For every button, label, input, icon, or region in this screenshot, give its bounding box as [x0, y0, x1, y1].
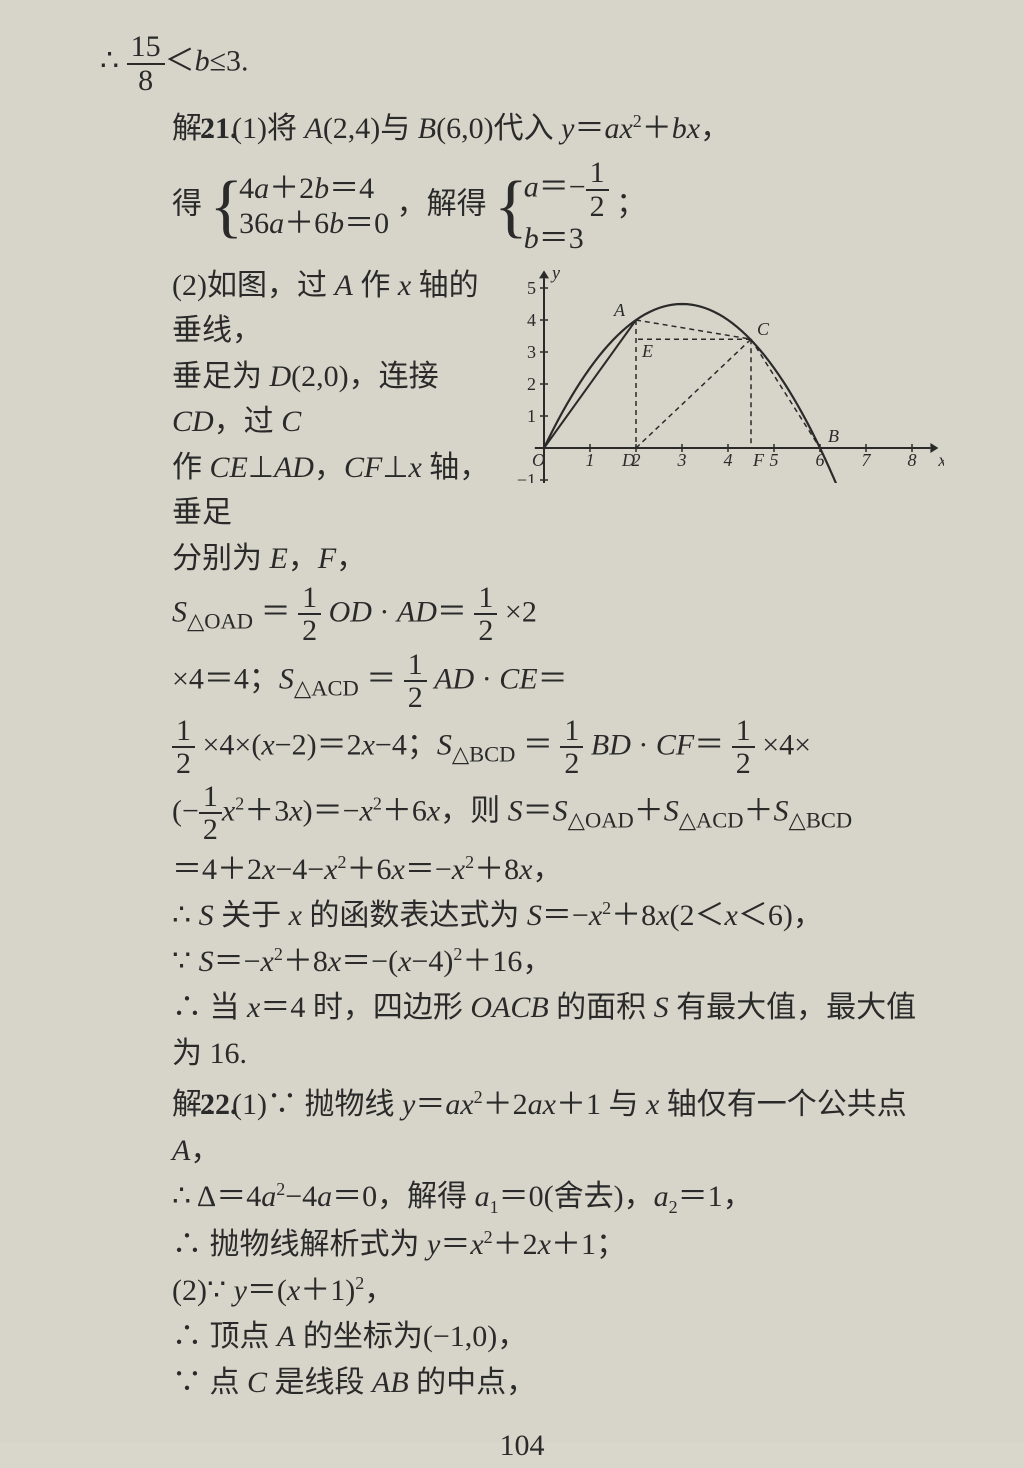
svg-text:A: A [613, 300, 626, 320]
svg-text:5: 5 [527, 278, 536, 298]
svg-text:7: 7 [862, 450, 872, 470]
system1: { 4a＋2b＝4 36a＋6b＝0 [210, 172, 390, 241]
svg-text:E: E [641, 341, 653, 361]
q22-l4: ∴ 抛物线解析式为 y＝x2＋2x＋1； [172, 1222, 944, 1267]
svg-text:8: 8 [908, 450, 917, 470]
svg-text:B: B [828, 426, 839, 446]
q21-l8: ∴ S 关于 x 的函数表达式为 S＝−x2＋8x(2＜x＜6)， [172, 893, 944, 938]
q22-l3: ∴ Δ＝4a2−4a＝0，解得 a1＝0(舍去)，a2＝1， [172, 1174, 944, 1221]
parabola-graph: 1234567812345−1OxyACBEDF [514, 263, 944, 483]
svg-text:3: 3 [677, 450, 687, 470]
svg-text:4: 4 [724, 450, 733, 470]
page-number: 104 [100, 1423, 944, 1468]
page: ∴ 158＜b≤3. 21. 解：(1)将 A(2,4)与 B(6,0)代入 y… [0, 0, 1024, 1443]
svg-text:O: O [532, 450, 545, 470]
svg-text:4: 4 [527, 310, 536, 330]
q22-l6: ∴ 顶点 A 的坐标为(−1,0)， [172, 1314, 944, 1359]
svg-text:D: D [621, 450, 635, 470]
system2: { a＝−12 b＝3 [494, 157, 609, 257]
q22-l5: (2)∵ y＝(x＋1)2， [172, 1268, 944, 1313]
q21-l7: ＝4＋2x−4−x2＋6x＝−x2＋8x， [172, 847, 944, 892]
graph-container: 1234567812345−1OxyACBEDF [514, 263, 944, 483]
q21-label: 21. [200, 106, 238, 151]
frac-15-8: 158 [127, 31, 165, 96]
q21-p2d: 分别为 E，F， [172, 536, 944, 581]
q21-l9: ∵ S＝−x2＋8x＝−(x−4)2＋16， [172, 939, 944, 984]
q21-line1: 21. 解：(1)将 A(2,4)与 B(6,0)代入 y＝ax2＋bx， [100, 106, 944, 151]
svg-text:1: 1 [527, 406, 536, 426]
q21-l5: 12 ×4×(x−2)＝2x−4；S△BCD ＝ 12 BD · CF＝ 12 … [172, 715, 944, 780]
svg-text:F: F [752, 450, 765, 470]
sys-prefix: 得 [172, 188, 202, 221]
sys1-row2: 36a＋6b＝0 [239, 207, 389, 242]
q21-Soad: S△OAD ＝ 12 OD · AD＝ 12 ×2 [172, 582, 944, 647]
svg-text:5: 5 [770, 450, 779, 470]
sys-end: ； [616, 188, 646, 221]
sys2-row1: a＝−12 [524, 157, 609, 222]
svg-text:2: 2 [527, 374, 536, 394]
q22-l2: A， [172, 1128, 944, 1173]
q21-intro: 解：(1)将 A(2,4)与 B(6,0)代入 y＝ax2＋bx， [172, 106, 730, 151]
sys1-row1: 4a＋2b＝4 [239, 172, 389, 207]
svg-text:1: 1 [586, 450, 595, 470]
svg-text:−1: −1 [517, 470, 536, 483]
top-inequality: ∴ 158＜b≤3. [100, 31, 944, 96]
svg-text:C: C [757, 319, 770, 339]
q21-l10: ∴ 当 x＝4 时，四边形 OACB 的面积 S 有最大值，最大值 [172, 985, 944, 1030]
q22-label: 22. [200, 1082, 238, 1127]
q21-systems: 得 { 4a＋2b＝4 36a＋6b＝0 ，解得 { a＝−12 b＝3 ； [172, 157, 944, 257]
q22-l1: 22. 解：(1)∵ 抛物线 y＝ax2＋2ax＋1 与 x 轴仅有一个公共点 [100, 1082, 944, 1127]
svg-text:y: y [550, 263, 560, 282]
q21-Sacd: ×4＝4；S△ACD ＝ 12 AD · CE＝ [172, 649, 944, 714]
q21-l6: (−12x2＋3x)＝−x2＋6x，则 S＝S△OAD＋S△ACD＋S△BCD [172, 781, 944, 846]
sys2-row2: b＝3 [524, 222, 609, 257]
sys-mid: ，解得 [397, 188, 487, 221]
svg-text:3: 3 [527, 342, 536, 362]
q22-l7: ∵ 点 C 是线段 AB 的中点， [172, 1360, 944, 1405]
q21-l11: 为 16. [172, 1031, 944, 1076]
svg-text:x: x [937, 450, 944, 470]
